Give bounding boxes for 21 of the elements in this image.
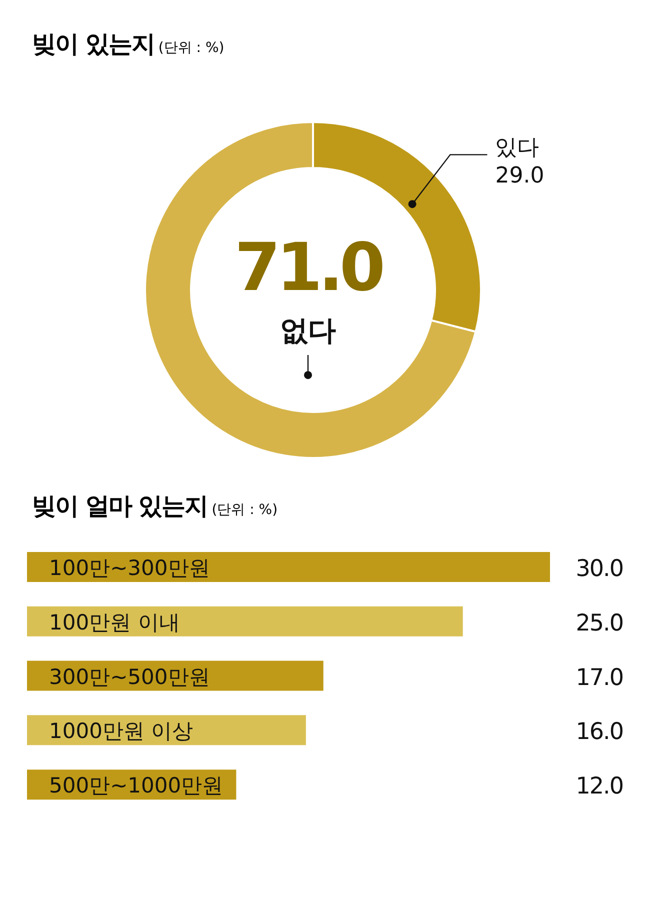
data-label: 25.0: [576, 610, 624, 636]
chart-title: 빚이 있는지: [32, 29, 154, 60]
data-label: 12.0: [576, 774, 624, 800]
data-label: 16.0: [576, 719, 624, 746]
y-tick-label: 100만~300만원: [49, 556, 210, 580]
slice-label: 있다: [495, 136, 540, 161]
y-tick-label: 100만원 이내: [49, 610, 180, 634]
y-tick-label: 500만~1000만원: [49, 774, 224, 798]
y-tick-label: 1000만원 이상: [49, 719, 194, 744]
data-label: 29.0: [495, 164, 544, 189]
data-label: 30.0: [576, 556, 624, 582]
chart-subtitle: (단위 : %): [158, 39, 224, 57]
data-label: 17.0: [576, 664, 624, 691]
y-tick-label: 300만~500만원: [49, 664, 210, 689]
chart-subtitle: (단위 : %): [212, 501, 278, 519]
chart-title: 빚이 얼마 있는지: [32, 491, 208, 522]
slice-label: 없다: [280, 314, 336, 347]
bar: [27, 606, 463, 636]
bar: [27, 552, 550, 582]
bar: [27, 715, 306, 746]
data-label: 71.0: [234, 229, 382, 306]
